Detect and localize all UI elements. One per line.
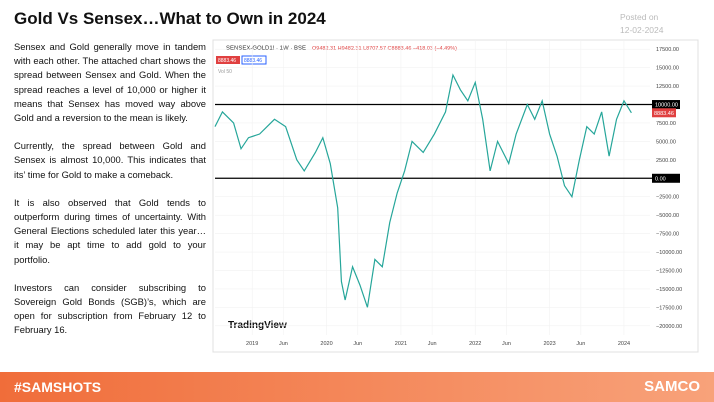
last-price-box bbox=[652, 108, 676, 118]
y-tick-label: −17500.00 bbox=[656, 305, 682, 311]
chart: SENSEX-GOLD1! · 1W · BSE O9482.31 H9482.… bbox=[212, 39, 699, 353]
reference-label: 10000.00 bbox=[655, 103, 678, 109]
y-tick-label: −2500.00 bbox=[656, 195, 679, 201]
y-tick-label: 12500.00 bbox=[656, 84, 679, 90]
price-box bbox=[241, 55, 267, 65]
y-tick-label: 5000.00 bbox=[656, 139, 676, 145]
logo: SAMCO bbox=[644, 378, 700, 395]
last-price-label: 8883.46 bbox=[654, 111, 674, 117]
series-line bbox=[214, 73, 632, 308]
reference-label-box bbox=[652, 173, 680, 183]
y-tick-label: −5000.00 bbox=[656, 213, 679, 219]
x-tick-label: 2020 bbox=[320, 341, 332, 347]
x-tick-label: Jun bbox=[279, 341, 288, 347]
x-tick-label: 2023 bbox=[543, 341, 555, 347]
paragraph: Investors can consider subscribing to So… bbox=[14, 281, 206, 336]
reference-label-box bbox=[652, 100, 680, 110]
reference-label: 0.00 bbox=[655, 176, 666, 182]
volume: Vol 50 bbox=[218, 69, 232, 75]
paragraph: Sensex and Gold generally move in tandem… bbox=[14, 41, 206, 124]
body-text: Sensex and Gold generally move in tandem… bbox=[14, 40, 206, 352]
y-tick-label: 7500.00 bbox=[656, 121, 676, 127]
price-box bbox=[216, 56, 240, 64]
title: Gold Vs Sensex…What to Own in 2024 bbox=[14, 9, 326, 28]
footer: #SAMSHOTS SAMCO bbox=[0, 372, 714, 402]
chart-frame bbox=[212, 39, 699, 353]
price-box-label: 8883.46 bbox=[244, 58, 262, 64]
y-tick-label: −7500.00 bbox=[656, 232, 679, 238]
x-tick-label: Jun bbox=[428, 341, 437, 347]
y-tick-label: 2500.00 bbox=[656, 158, 676, 164]
x-tick-label: Jun bbox=[502, 341, 511, 347]
paragraph: Currently, the spread between Gold and S… bbox=[14, 140, 206, 180]
y-tick-label: −10000.00 bbox=[656, 250, 682, 256]
posted: Posted on 12-02-2024 bbox=[620, 11, 663, 37]
posted-label: Posted on bbox=[620, 12, 659, 22]
y-tick-label: −20000.00 bbox=[656, 324, 682, 330]
x-tick-label: 2021 bbox=[395, 341, 407, 347]
x-tick-label: 2019 bbox=[246, 341, 258, 347]
posted-date: 12-02-2024 bbox=[620, 25, 664, 35]
paragraph: It is also observed that Gold tends to o… bbox=[14, 196, 206, 265]
x-tick-label: Jun bbox=[353, 341, 362, 347]
hashtag: #SAMSHOTS bbox=[14, 379, 102, 395]
y-tick-label: 17500.00 bbox=[656, 47, 679, 53]
y-tick-label: 15000.00 bbox=[656, 66, 679, 72]
price-box-label: 8883.46 bbox=[218, 58, 236, 64]
y-tick-label: −12500.00 bbox=[656, 268, 682, 274]
y-tick-label: −15000.00 bbox=[656, 287, 682, 293]
x-tick-label: 2022 bbox=[469, 341, 481, 347]
x-tick-label: Jun bbox=[576, 341, 585, 347]
x-tick-label: 2024 bbox=[618, 341, 630, 347]
